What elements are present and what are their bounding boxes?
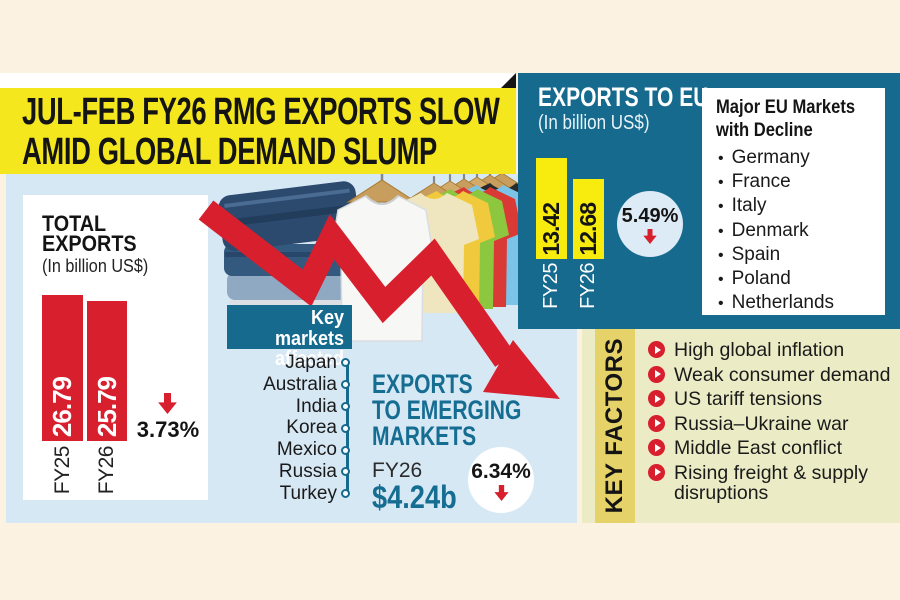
- bar-eu-fy26: 12.68: [573, 179, 604, 259]
- key-factor-item: Russia–Ukraine war: [648, 414, 896, 434]
- arrow-bullet-icon: [648, 439, 665, 457]
- key-market-item: Russia: [225, 461, 355, 483]
- total-exports-heading-line2: EXPORTS: [42, 231, 137, 256]
- timeline-dot-icon: [341, 380, 350, 390]
- page-title: JUL-FEB FY26 RMG EXPORTS SLOW AMID GLOBA…: [22, 92, 500, 172]
- key-market-item: Australia: [225, 374, 355, 396]
- key-factor-label: US tariff tensions: [674, 388, 823, 411]
- key-market-item: Japan: [225, 352, 355, 374]
- total-exports-card: TOTAL EXPORTS (In billion US$) 26.79 25.…: [23, 195, 208, 500]
- timeline-dot-icon: [341, 401, 350, 411]
- title-banner: JUL-FEB FY26 RMG EXPORTS SLOW AMID GLOBA…: [0, 88, 516, 174]
- eu-decline-badge: 5.49%: [617, 191, 683, 257]
- eu-market-item: Netherlands: [716, 291, 873, 315]
- key-factor-label: Middle East conflict: [674, 437, 842, 460]
- key-markets-list: Japan Australia India Korea Mexico Russi…: [225, 352, 355, 508]
- total-exports-heading-line1: TOTAL: [42, 211, 107, 236]
- timeline-dot-icon: [341, 445, 350, 455]
- key-factor-item: Middle East conflict: [648, 438, 896, 458]
- eu-market-item: Denmark: [716, 219, 873, 243]
- emerging-markets-heading: EXPORTS TO EMERGING MARKETS: [372, 369, 522, 451]
- emerging-decline-badge: 6.34%: [468, 447, 534, 513]
- down-arrow-icon: [643, 228, 657, 244]
- arrow-bullet-icon: [648, 414, 665, 432]
- arrow-bullet-icon: [648, 341, 665, 358]
- key-market-item: Turkey: [225, 483, 355, 505]
- timeline-dot-icon: [341, 489, 350, 499]
- eu-markets-list: Germany France Italy Denmark Spain Polan…: [716, 146, 873, 315]
- key-market-item: Mexico: [225, 439, 355, 461]
- arrow-bullet-icon: [648, 463, 665, 481]
- eu-market-item: Italy: [716, 194, 873, 218]
- emerging-decline-pct: 6.34%: [471, 459, 531, 483]
- key-factor-item: US tariff tensions: [648, 389, 896, 409]
- hanger-icon: [346, 170, 418, 203]
- arrow-bullet-icon: [648, 365, 665, 383]
- total-exports-unit: (In billion US$): [42, 256, 149, 276]
- bar-eu-fy25: 13.42: [536, 158, 567, 259]
- key-factors-panel: KEY FACTORS High global inflation Weak c…: [582, 329, 900, 523]
- key-markets-heading: Key markets affected: [274, 307, 344, 370]
- bar-total-fy26: 25.79: [87, 301, 127, 441]
- key-factor-label: High global inflation: [674, 339, 845, 361]
- eu-exports-panel: EXPORTS TO EU (In billion US$) 13.42 12.…: [518, 73, 900, 329]
- page-title-line2: AMID GLOBAL DEMAND SLUMP: [22, 131, 437, 173]
- top-white-band: [0, 73, 516, 88]
- eu-markets-card: Major EU Markets with Decline Germany Fr…: [702, 88, 885, 315]
- timeline-dot-icon: [341, 358, 350, 368]
- bar-eu-fy25-label: FY25: [540, 263, 562, 309]
- key-factor-item: High global inflation: [648, 340, 896, 360]
- key-factor-label: Rising freight & supply disruptions: [674, 461, 869, 504]
- key-markets-heading-box: Key markets affected: [227, 305, 352, 369]
- eu-market-item: Spain: [716, 243, 873, 267]
- bar-eu-fy26-value: 12.68: [575, 203, 601, 256]
- eu-market-item: Poland: [716, 267, 873, 291]
- key-factors-list: High global inflation Weak consumer dema…: [648, 340, 896, 508]
- timeline-dot-icon: [341, 423, 350, 433]
- emerging-markets-value: $4.24b: [372, 479, 457, 515]
- key-market-item: Korea: [225, 417, 355, 439]
- bar-eu-fy26-label: FY26: [577, 263, 599, 309]
- decline-zigzag-arrow: [198, 200, 560, 399]
- key-factor-item: Rising freight & supply disruptions: [648, 463, 896, 503]
- key-factor-label: Weak consumer demand: [674, 363, 891, 386]
- eu-market-item: France: [716, 170, 873, 194]
- total-exports-decline-pct: 3.73%: [136, 417, 200, 442]
- key-factors-heading-strip: KEY FACTORS: [595, 329, 635, 523]
- timeline-dot-icon: [341, 467, 350, 477]
- eu-unit: (In billion US$): [538, 112, 650, 134]
- bar-total-fy26-value: 25.79: [91, 376, 122, 437]
- bar-total-fy25-value: 26.79: [47, 376, 77, 437]
- bar-total-fy25-label: FY25: [50, 446, 74, 495]
- eu-markets-heading: Major EU Markets with Decline: [716, 96, 856, 141]
- total-exports-heading: TOTAL EXPORTS: [42, 211, 137, 256]
- bar-total-fy25: 26.79: [42, 295, 83, 441]
- page-title-line1: JUL-FEB FY26 RMG EXPORTS SLOW: [22, 91, 500, 133]
- eu-market-item: Germany: [716, 146, 873, 170]
- down-arrow-icon: [493, 484, 509, 501]
- emerging-markets-period: FY26: [372, 459, 423, 482]
- arrow-bullet-icon: [648, 390, 665, 408]
- down-arrow-icon: [158, 393, 177, 414]
- bar-eu-fy25-value: 13.42: [538, 203, 564, 256]
- bar-total-fy26-label: FY26: [95, 446, 118, 495]
- key-market-item: India: [225, 396, 355, 418]
- key-factors-heading: KEY FACTORS: [601, 338, 628, 514]
- eu-heading: EXPORTS TO EU: [538, 82, 709, 112]
- key-factor-label: Russia–Ukraine war: [674, 412, 849, 435]
- key-factor-item: Weak consumer demand: [648, 365, 896, 385]
- eu-decline-pct: 5.49%: [621, 204, 679, 227]
